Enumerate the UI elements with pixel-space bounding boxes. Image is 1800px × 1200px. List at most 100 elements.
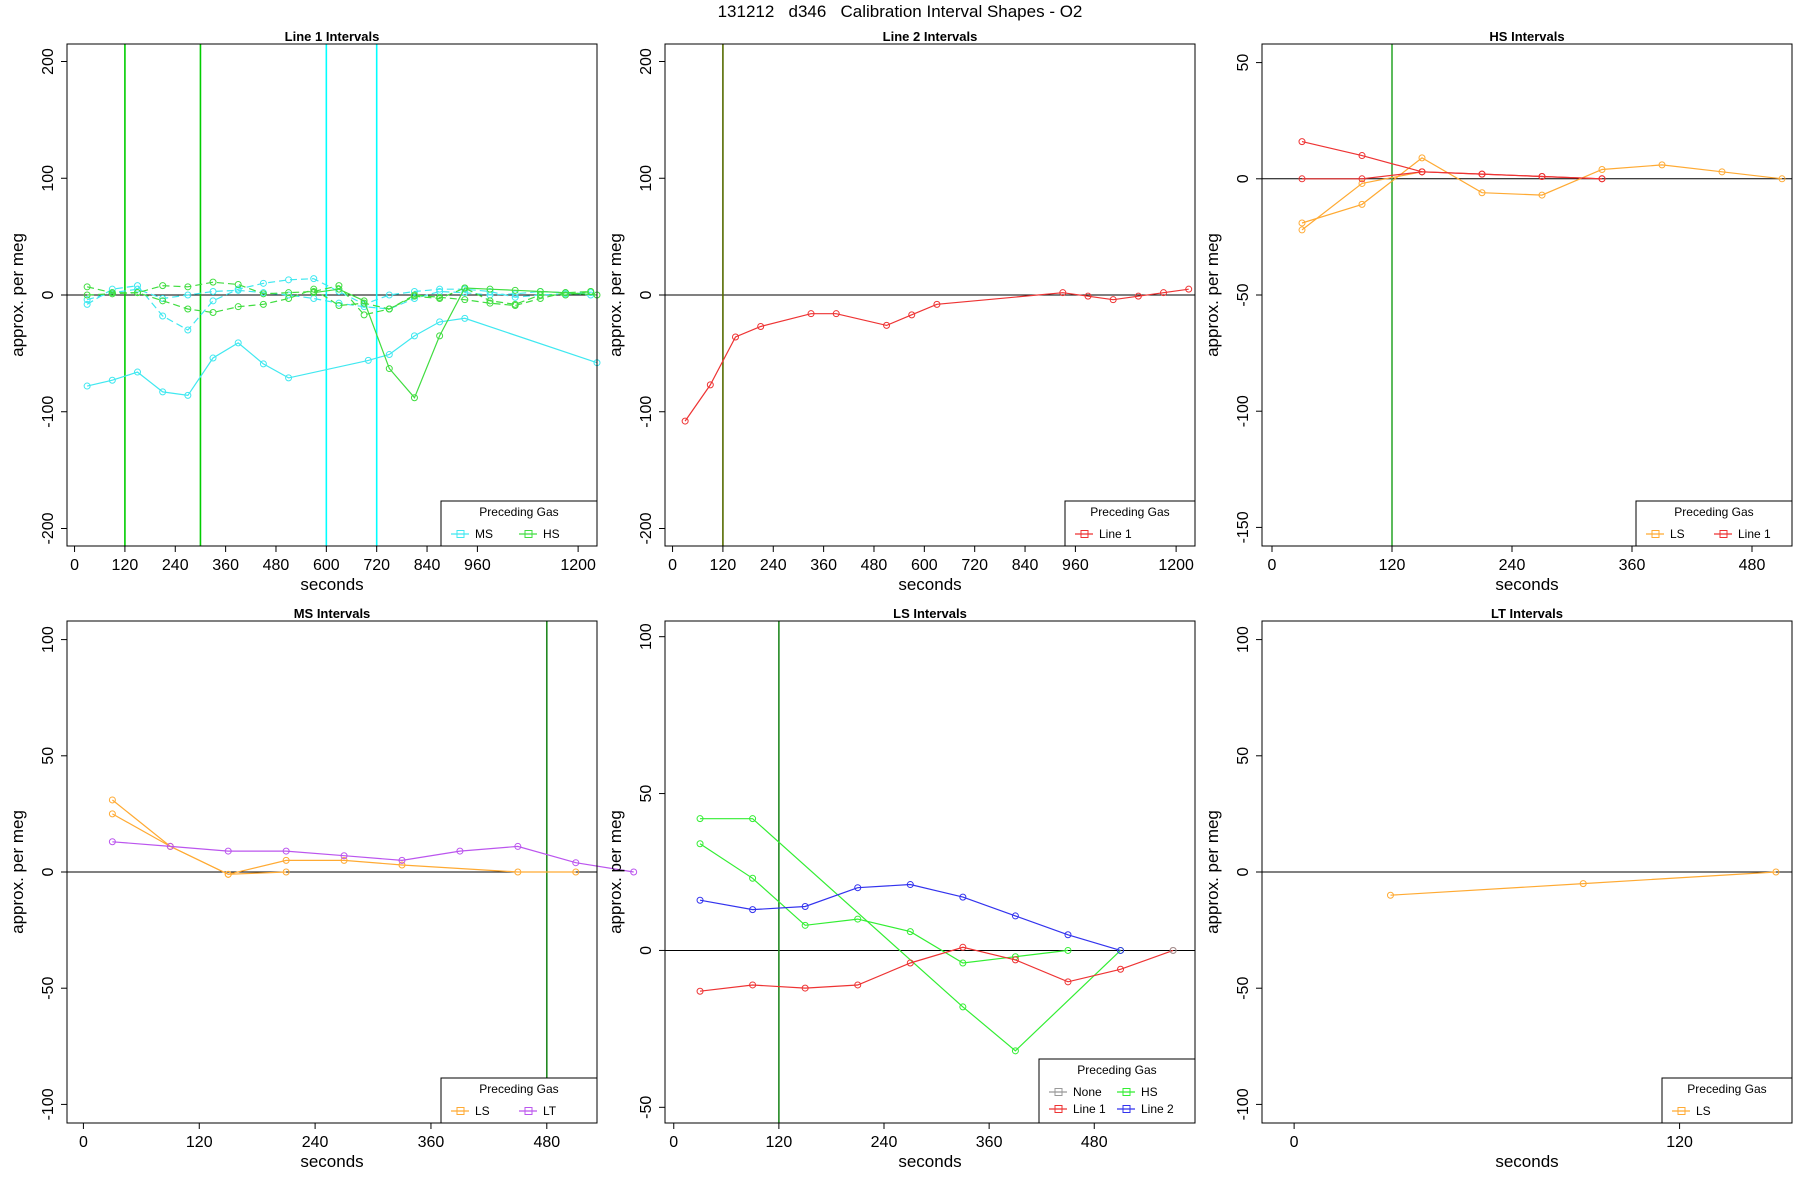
- series-line: [112, 813, 287, 875]
- x-axis-label: seconds: [1495, 575, 1558, 594]
- x-tick-label: 0: [1290, 1134, 1299, 1151]
- y-tick-label: -100: [1235, 1088, 1252, 1120]
- data-point: [1160, 289, 1168, 297]
- data-point: [83, 300, 91, 308]
- data-point: [184, 391, 192, 399]
- panel-5: LT Intervals 0 120 -100 -50 0 50 100 seconds appr…: [1203, 606, 1793, 1171]
- data-point: [486, 297, 494, 305]
- series-line: [86, 288, 591, 310]
- legend-marker: [524, 1107, 533, 1115]
- plot-frame: [664, 43, 1196, 547]
- y-tick-label: 100: [1235, 626, 1252, 653]
- data-point: [184, 283, 192, 291]
- data-point: [1772, 868, 1780, 876]
- data-point: [696, 840, 704, 848]
- data-point: [933, 300, 941, 308]
- data-point: [224, 847, 232, 855]
- data-point: [1011, 912, 1019, 920]
- x-tick-label: 360: [810, 557, 837, 574]
- legend-marker: [1122, 1105, 1131, 1113]
- data-point: [1117, 946, 1125, 954]
- data-point: [159, 282, 167, 290]
- data-point: [630, 868, 638, 876]
- x-tick-label: 0: [70, 557, 79, 574]
- data-point: [536, 287, 544, 295]
- data-point: [360, 297, 368, 305]
- data-point: [906, 881, 914, 889]
- data-point: [681, 417, 689, 425]
- data-point: [385, 305, 393, 313]
- x-tick-label: 120: [112, 557, 139, 574]
- panel-0: Line 1 Intervals 0 120 240 360 480 600 720 840 96…: [8, 29, 601, 594]
- data-point: [436, 332, 444, 340]
- data-point: [108, 810, 116, 818]
- data-point: [696, 896, 704, 904]
- y-tick-label: 100: [638, 623, 655, 650]
- legend-label: LS: [1670, 527, 1685, 541]
- data-point: [310, 289, 318, 297]
- legend-box: [1038, 1058, 1196, 1124]
- x-tick-label: 480: [1081, 1134, 1108, 1151]
- data-point: [757, 323, 765, 331]
- panel-title: Line 2 Intervals: [883, 29, 978, 44]
- data-point: [514, 868, 522, 876]
- data-point: [1358, 152, 1366, 160]
- data-point: [159, 297, 167, 305]
- data-point: [1538, 172, 1546, 180]
- y-tick-label: -150: [1235, 511, 1252, 543]
- data-point: [1598, 166, 1606, 173]
- legend-box: [1635, 500, 1793, 547]
- legend-marker: [456, 530, 465, 538]
- data-point: [410, 394, 418, 402]
- data-point: [410, 295, 418, 303]
- legend-label: LT: [543, 1104, 557, 1118]
- data-point: [854, 915, 862, 923]
- data-point: [385, 365, 393, 373]
- series-line: [684, 288, 1189, 422]
- data-point: [1298, 175, 1306, 183]
- data-point: [1185, 285, 1193, 293]
- plot-frame: [1261, 620, 1793, 1124]
- data-point: [854, 981, 862, 989]
- data-point: [282, 856, 290, 864]
- data-point: [1418, 168, 1426, 176]
- data-point: [259, 360, 267, 368]
- legend-title: Preceding Gas: [1090, 505, 1169, 519]
- data-point: [854, 884, 862, 892]
- y-tick-label: 200: [40, 48, 57, 75]
- series-line: [1301, 157, 1783, 224]
- x-tick-label: 120: [1379, 557, 1406, 574]
- data-point: [259, 290, 267, 298]
- legend-marker: [1677, 1107, 1686, 1115]
- x-axis-label: seconds: [300, 575, 363, 594]
- data-point: [340, 852, 348, 860]
- x-tick-label: 960: [464, 557, 491, 574]
- legend-marker: [1651, 530, 1660, 538]
- legend-marker: [1122, 1088, 1131, 1096]
- y-tick-label: 0: [40, 867, 57, 876]
- y-axis-label: approx. per meg: [606, 233, 625, 357]
- data-point: [1011, 956, 1019, 964]
- y-axis-label: approx. per meg: [606, 810, 625, 934]
- data-point: [436, 318, 444, 326]
- data-point: [456, 847, 464, 855]
- data-point: [1298, 138, 1306, 146]
- x-tick-label: 480: [1739, 557, 1766, 574]
- x-tick-label: 600: [313, 557, 340, 574]
- data-point: [1386, 891, 1394, 899]
- data-point: [461, 296, 469, 304]
- data-point: [1109, 296, 1117, 304]
- y-tick-label: -50: [638, 1096, 655, 1119]
- x-tick-label: 360: [1619, 557, 1646, 574]
- data-point: [166, 842, 174, 850]
- data-point: [572, 859, 580, 867]
- legend-label: LS: [1696, 1104, 1711, 1118]
- legend-box: [1661, 1077, 1793, 1124]
- y-axis-label: approx. per meg: [8, 810, 27, 934]
- legend-marker: [1080, 530, 1089, 538]
- data-point: [1059, 289, 1067, 297]
- y-tick-label: 0: [1235, 174, 1252, 183]
- y-tick-label: -200: [40, 512, 57, 544]
- x-tick-label: 240: [760, 557, 787, 574]
- data-point: [310, 275, 318, 283]
